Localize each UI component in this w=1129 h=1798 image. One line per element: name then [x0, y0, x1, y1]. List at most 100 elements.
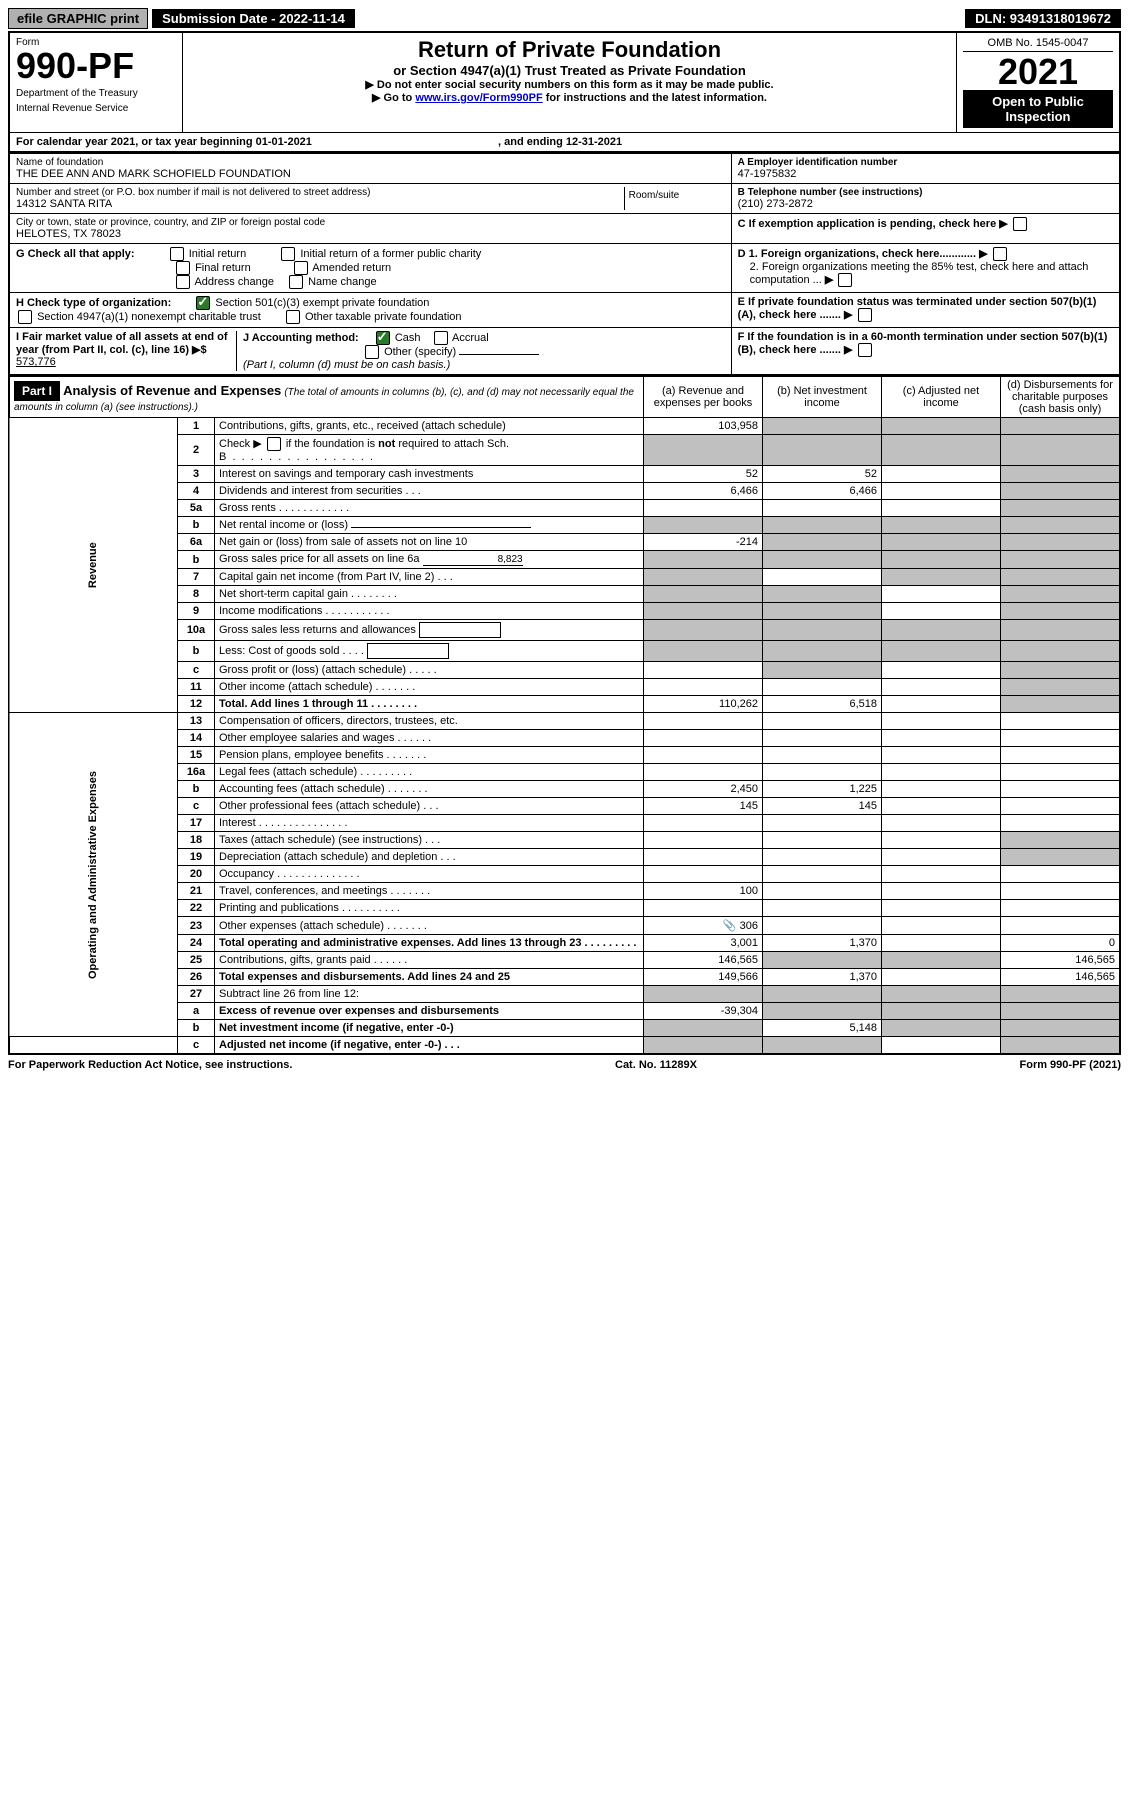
j-other: Other (specify): [384, 346, 456, 358]
efile-print-button[interactable]: efile GRAPHIC print: [8, 8, 148, 29]
g-amended-checkbox[interactable]: [294, 261, 308, 275]
row-desc: Other professional fees (attach schedule…: [215, 798, 644, 815]
row-val-d: [1001, 418, 1121, 435]
row-val-a: -214: [644, 534, 763, 551]
f-checkbox[interactable]: [858, 343, 872, 357]
row-val-b: 1,370: [763, 935, 882, 952]
d2-label: 2. Foreign organizations meeting the 85%…: [750, 261, 1089, 286]
row-desc: Travel, conferences, and meetings . . . …: [215, 883, 644, 900]
row-desc: Occupancy . . . . . . . . . . . . . .: [215, 866, 644, 883]
j-other-checkbox[interactable]: [365, 345, 379, 359]
row-desc: Gross sales less returns and allowances: [215, 620, 644, 641]
row-val-b: 1,225: [763, 781, 882, 798]
row-num: 19: [178, 849, 215, 866]
note-goto-pre: ▶ Go to: [372, 92, 415, 104]
page-footer: For Paperwork Reduction Act Notice, see …: [8, 1059, 1121, 1071]
row-desc: Taxes (attach schedule) (see instruction…: [215, 832, 644, 849]
row-num: 11: [178, 679, 215, 696]
row-desc: Legal fees (attach schedule) . . . . . .…: [215, 764, 644, 781]
part1-title: Analysis of Revenue and Expenses: [63, 383, 281, 398]
schb-checkbox[interactable]: [267, 437, 281, 451]
row-desc: Income modifications . . . . . . . . . .…: [215, 603, 644, 620]
row-desc: Gross rents . . . . . . . . . . . .: [215, 500, 644, 517]
row-num: 14: [178, 730, 215, 747]
row-desc: Accounting fees (attach schedule) . . . …: [215, 781, 644, 798]
g-initial-former-checkbox[interactable]: [281, 247, 295, 261]
h-4947-checkbox[interactable]: [18, 310, 32, 324]
c-checkbox[interactable]: [1013, 217, 1027, 231]
part1-table: Part I Analysis of Revenue and Expenses …: [8, 376, 1121, 1055]
row-val-c: [882, 418, 1001, 435]
row-val-a: -39,304: [644, 1003, 763, 1020]
row-num: 8: [178, 586, 215, 603]
row-desc: Interest on savings and temporary cash i…: [215, 466, 644, 483]
j-note: (Part I, column (d) must be on cash basi…: [243, 359, 450, 371]
row-desc: Net rental income or (loss): [215, 517, 644, 534]
row-desc: Other income (attach schedule) . . . . .…: [215, 679, 644, 696]
h-501c3-checkbox[interactable]: [196, 296, 210, 310]
d1-checkbox[interactable]: [993, 247, 1007, 261]
e-checkbox[interactable]: [858, 308, 872, 322]
attachment-icon[interactable]: 📎: [723, 920, 737, 932]
row-num: 3: [178, 466, 215, 483]
g-namechange: Name change: [308, 276, 377, 288]
row-num: 17: [178, 815, 215, 832]
row-num: b: [178, 641, 215, 662]
row-num: 1: [178, 418, 215, 435]
identity-block: Name of foundation THE DEE ANN AND MARK …: [8, 153, 1121, 376]
g-final-checkbox[interactable]: [176, 261, 190, 275]
row-num: 15: [178, 747, 215, 764]
row-desc: Interest . . . . . . . . . . . . . . .: [215, 815, 644, 832]
ein-value: 47-1975832: [738, 168, 1113, 180]
row-num: 18: [178, 832, 215, 849]
g-initial: Initial return: [189, 248, 246, 260]
open-line1: Open to Public: [992, 94, 1084, 109]
i-label: I Fair market value of all assets at end…: [16, 331, 228, 356]
h-opt2: Section 4947(a)(1) nonexempt charitable …: [37, 311, 261, 323]
tax-year: 2021: [963, 54, 1113, 90]
row-desc: Adjusted net income (if negative, enter …: [215, 1037, 644, 1055]
row-num: 23: [178, 917, 215, 935]
row-desc: Subtract line 26 from line 12:: [215, 986, 644, 1003]
irs-link[interactable]: www.irs.gov/Form990PF: [415, 92, 542, 104]
row-num: 4: [178, 483, 215, 500]
tel-label: B Telephone number (see instructions): [738, 187, 1113, 198]
calendar-year-begin: For calendar year 2021, or tax year begi…: [16, 136, 312, 148]
g-addrchange-checkbox[interactable]: [176, 275, 190, 289]
g-initial-checkbox[interactable]: [170, 247, 184, 261]
d2-checkbox[interactable]: [838, 273, 852, 287]
row-num: 16a: [178, 764, 215, 781]
room-label: Room/suite: [629, 190, 719, 201]
row-desc: Contributions, gifts, grants, etc., rece…: [215, 418, 644, 435]
city-label: City or town, state or province, country…: [16, 217, 725, 228]
row-val-b: 5,148: [763, 1020, 882, 1037]
j-cash-checkbox[interactable]: [376, 331, 390, 345]
j-label: J Accounting method:: [243, 332, 359, 344]
row-num: a: [178, 1003, 215, 1020]
h-other-checkbox[interactable]: [286, 310, 300, 324]
footer-left: For Paperwork Reduction Act Notice, see …: [8, 1059, 292, 1071]
g-namechange-checkbox[interactable]: [289, 275, 303, 289]
row-num: 13: [178, 713, 215, 730]
row-desc: Compensation of officers, directors, tru…: [215, 713, 644, 730]
line6b-value: 8,823: [423, 554, 523, 566]
row-val-b: [763, 418, 882, 435]
footer-mid: Cat. No. 11289X: [615, 1059, 697, 1071]
row-val-a: 6,466: [644, 483, 763, 500]
j-accrual-checkbox[interactable]: [434, 331, 448, 345]
row-desc: Gross profit or (loss) (attach schedule)…: [215, 662, 644, 679]
row-num: b: [178, 517, 215, 534]
note-ssn: ▶ Do not enter social security numbers o…: [189, 78, 950, 91]
calendar-year-end: , and ending 12-31-2021: [498, 136, 622, 148]
form-number: 990-PF: [16, 48, 176, 84]
dln-label: DLN: 93491318019672: [965, 9, 1121, 28]
tel-value: (210) 273-2872: [738, 198, 1113, 210]
form-title: Return of Private Foundation: [189, 37, 950, 63]
row-desc: Excess of revenue over expenses and disb…: [215, 1003, 644, 1020]
row-val-a: 2,450: [644, 781, 763, 798]
open-to-public: Open to Public Inspection: [963, 90, 1113, 128]
row-num: 5a: [178, 500, 215, 517]
j-accrual: Accrual: [452, 332, 489, 344]
row-val-a: 103,958: [644, 418, 763, 435]
row-desc: Gross sales price for all assets on line…: [215, 551, 644, 569]
